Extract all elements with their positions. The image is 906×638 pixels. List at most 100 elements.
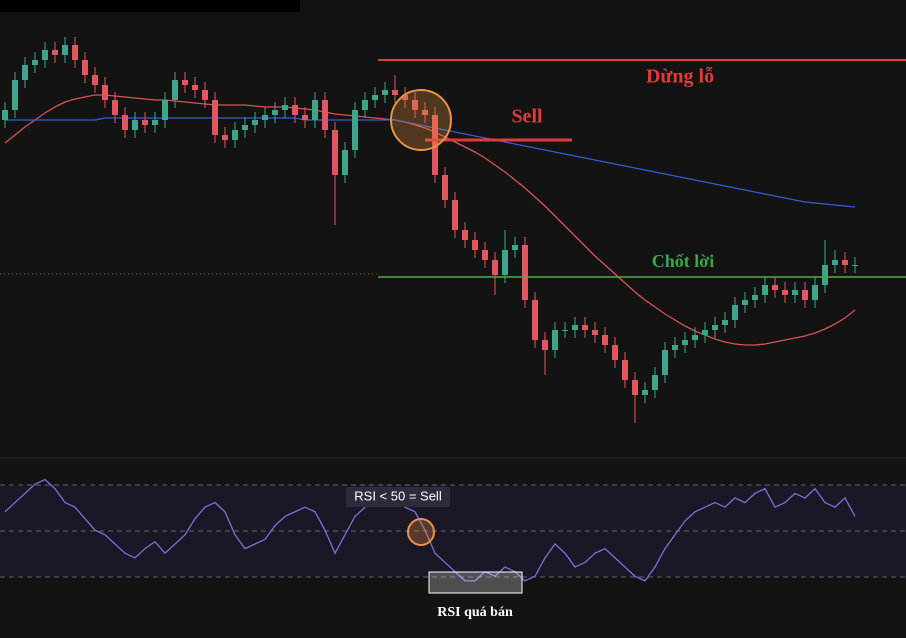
candle-body	[382, 90, 388, 95]
candle-body	[22, 65, 28, 80]
stop-loss-label: Dừng lỗ	[646, 66, 714, 88]
candle-body	[412, 100, 418, 110]
candle-body	[572, 325, 578, 330]
candle-body	[742, 300, 748, 305]
sell-label: Sell	[511, 106, 543, 128]
candle-body	[452, 200, 458, 230]
candle-body	[402, 95, 408, 100]
candle-body	[392, 90, 398, 95]
candle-body	[792, 290, 798, 295]
candle-body	[512, 245, 518, 250]
candle-body	[582, 325, 588, 330]
candle-body	[242, 125, 248, 130]
candle-body	[722, 320, 728, 325]
rsi-note-box	[346, 487, 450, 507]
candle-body	[322, 100, 328, 130]
line-series	[4, 94, 856, 346]
candle-body	[632, 380, 638, 395]
candle-body	[112, 100, 118, 115]
rsi-highlight	[407, 518, 435, 546]
candle-body	[592, 330, 598, 335]
take-profit-label: Chốt lời	[652, 251, 714, 271]
candle-body	[702, 330, 708, 335]
candle-body	[642, 390, 648, 395]
candle-body	[52, 50, 58, 55]
candle-body	[552, 330, 558, 350]
candle-body	[662, 350, 668, 375]
candle-body	[2, 110, 8, 120]
candle-body	[92, 75, 98, 85]
candle-body	[782, 290, 788, 295]
candle-body	[472, 240, 478, 250]
candle-body	[812, 285, 818, 300]
candle-body	[352, 110, 358, 150]
candle-body	[332, 130, 338, 175]
candle-body	[232, 130, 238, 140]
candle-body	[732, 305, 738, 320]
candle-body	[162, 100, 168, 120]
header-strip	[0, 0, 300, 12]
candle-body	[62, 45, 68, 55]
candle-body	[342, 150, 348, 175]
price-panel	[2, 37, 858, 423]
oversold-box	[428, 571, 523, 594]
candle-body	[542, 340, 548, 350]
candle-body	[182, 80, 188, 85]
oversold-label: RSI quá bán	[437, 605, 513, 620]
candle-body	[442, 175, 448, 200]
candle-body	[262, 115, 268, 120]
candle-body	[192, 85, 198, 90]
candle-body	[692, 335, 698, 340]
candle-body	[222, 135, 228, 140]
line-series	[5, 117, 856, 208]
candle-body	[82, 60, 88, 75]
candle-body	[72, 45, 78, 60]
candle-body	[462, 230, 468, 240]
candle-body	[142, 120, 148, 125]
candle-body	[612, 345, 618, 360]
candle-body	[712, 325, 718, 330]
rsi-note: RSI < 50 = Sell	[354, 488, 442, 503]
candle-body	[432, 115, 438, 175]
candle-body	[362, 100, 368, 110]
candle-body	[122, 115, 128, 130]
sell-highlight	[390, 89, 452, 151]
candle-body	[652, 375, 658, 390]
candle-body	[102, 85, 108, 100]
candle-body	[842, 260, 848, 265]
candle-body	[212, 100, 218, 135]
candle-body	[562, 330, 568, 331]
candle-body	[682, 340, 688, 345]
candle-body	[502, 250, 508, 275]
candle-body	[292, 105, 298, 115]
candle-body	[752, 295, 758, 300]
candle-body	[132, 120, 138, 130]
candle-body	[482, 250, 488, 260]
candle-body	[32, 60, 38, 65]
candle-body	[822, 265, 828, 285]
candle-body	[622, 360, 628, 380]
candle-body	[832, 260, 838, 265]
candle-body	[312, 100, 318, 120]
candle-body	[12, 80, 18, 110]
candle-body	[152, 120, 158, 125]
candle-body	[172, 80, 178, 100]
candle-body	[852, 265, 858, 266]
candle-body	[372, 95, 378, 100]
candle-body	[252, 120, 258, 125]
candle-body	[532, 300, 538, 340]
candle-body	[272, 110, 278, 115]
candle-body	[772, 285, 778, 290]
candle-body	[672, 345, 678, 350]
candle-body	[422, 110, 428, 115]
candle-body	[202, 90, 208, 100]
candle-body	[492, 260, 498, 275]
candle-body	[802, 290, 808, 300]
candle-body	[762, 285, 768, 295]
candle-body	[302, 115, 308, 120]
candle-body	[282, 105, 288, 110]
candle-body	[522, 245, 528, 300]
candle-body	[42, 50, 48, 60]
